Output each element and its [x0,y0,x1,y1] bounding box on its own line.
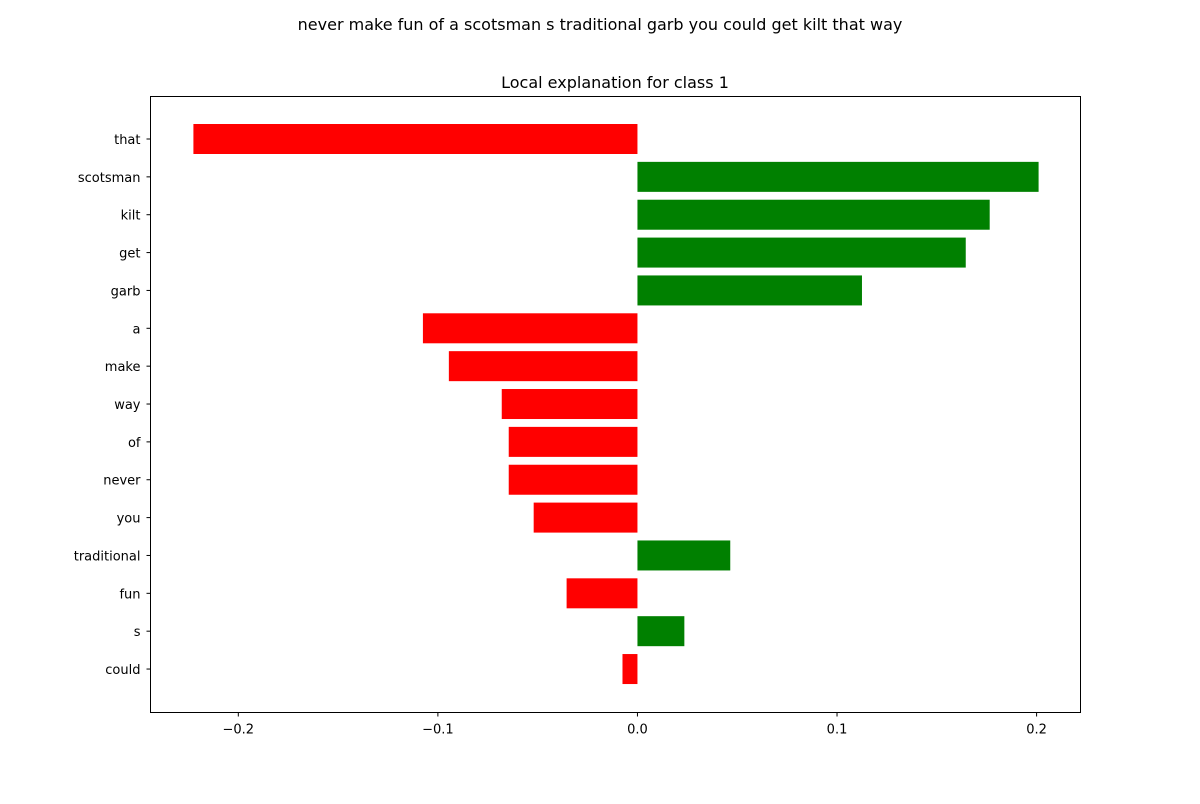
y-tick-label: traditional [74,549,141,564]
x-tick-label: −0.2 [223,723,255,738]
bar-way [501,389,638,420]
bar-get [637,237,966,268]
y-tick-label: scotsman [78,171,141,186]
y-axis: that scotsman kilt get garb a make way of never yo… [74,133,151,678]
y-tick-label: never [103,474,141,489]
bar-fun [566,578,638,609]
bar-could [622,654,638,685]
bar-s [637,616,685,647]
bar-scotsman [637,161,1039,192]
bar-a [422,313,638,344]
y-tick-label: kilt [121,209,141,224]
bar-traditional [637,540,731,571]
y-tick-label: garb [111,284,141,299]
bar-kilt [637,199,990,230]
chart-title: Local explanation for class 1 [501,73,729,92]
y-tick-label: make [105,360,141,375]
chart-suptitle: never make fun of a scotsman s tradition… [298,15,903,34]
y-tick-label: that [114,133,140,148]
bar-garb [637,275,862,306]
y-tick-label: a [133,322,141,337]
bar-of [508,426,638,457]
x-tick-label: 0.2 [1026,723,1047,738]
y-tick-label: you [117,512,141,527]
y-tick-label: get [119,247,140,262]
bar-never [508,464,638,495]
y-tick-label: fun [119,587,140,602]
bar-you [533,502,638,533]
x-tick-label: 0.0 [627,723,648,738]
y-tick-label: s [134,625,141,640]
y-tick-label: of [128,436,141,451]
bar-make [448,351,638,382]
bars-layer [193,124,1039,685]
x-tick-label: 0.1 [827,723,848,738]
bar-that [193,124,638,154]
y-tick-label: could [105,663,140,678]
x-axis: −0.2 −0.1 0.0 0.1 0.2 [223,712,1047,738]
x-tick-label: −0.1 [422,723,454,738]
y-tick-label: way [114,398,141,413]
